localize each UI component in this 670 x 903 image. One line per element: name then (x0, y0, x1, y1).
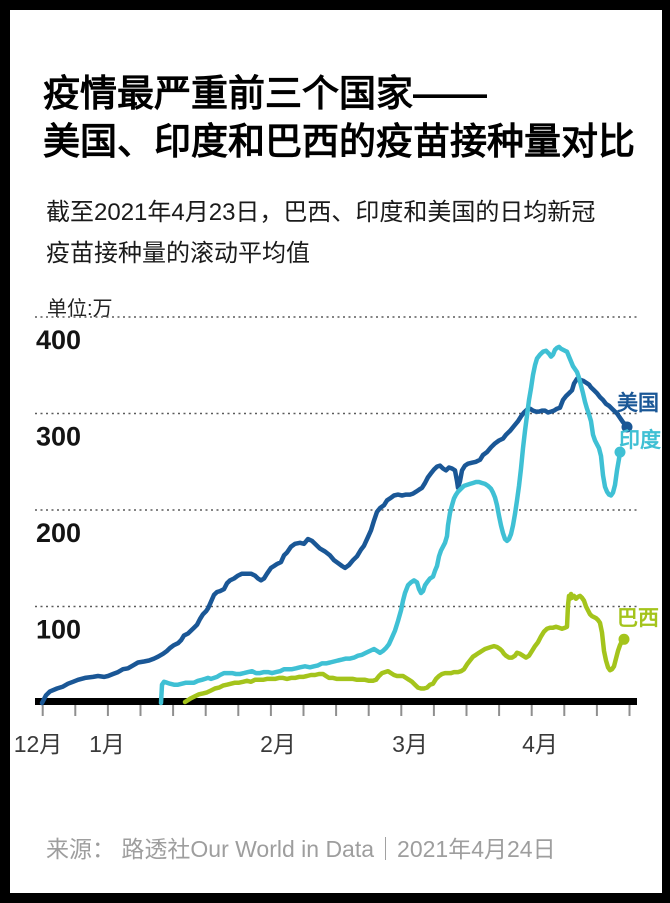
chart-subtitle: 截至2021年4月23日，巴西、印度和美国的日均新冠 疫苗接种量的滚动平均值 (46, 192, 646, 274)
x-axis-label-4月: 4月 (522, 731, 558, 757)
series-label-2: 巴西 (617, 607, 659, 630)
series-label-1: 印度 (619, 428, 661, 452)
title-line-1: 疫情最严重前三个国家—— (43, 73, 487, 114)
x-axis-label-3月: 3月 (392, 731, 428, 757)
y-axis-unit-label: 单位:万 (47, 298, 113, 320)
series-line-1 (158, 344, 623, 706)
y-axis-label-300: 300 (36, 422, 81, 452)
series-end-dot-2 (618, 633, 630, 645)
subtitle-line-2: 疫苗接种量的滚动平均值 (46, 240, 310, 267)
title-line-2: 美国、印度和巴西的疫苗接种量对比 (43, 121, 635, 162)
y-axis-label-200: 200 (36, 518, 81, 548)
x-axis-baseline (35, 698, 637, 705)
y-axis-label-400: 400 (36, 325, 81, 355)
subtitle-line-1: 截至2021年4月23日，巴西、印度和美国的日均新冠 (46, 199, 596, 226)
series-end-dot-0 (621, 421, 633, 433)
page-title: 疫情最严重前三个国家—— 美国、印度和巴西的疫苗接种量对比 (43, 70, 653, 166)
y-axis-label-100: 100 (36, 615, 81, 645)
series-label-0: 美国 (617, 391, 659, 415)
content-frame: 疫情最严重前三个国家—— 美国、印度和巴西的疫苗接种量对比 截至2021年4月2… (10, 10, 662, 893)
x-axis-label-12月: 12月 (14, 731, 63, 757)
series-line-0 (39, 376, 630, 706)
source-attribution: 来源： 路透社Our World in Data｜2021年4月24日 (46, 836, 556, 862)
x-axis-label-1月: 1月 (89, 731, 125, 757)
series-end-dot-1 (614, 446, 626, 458)
series-line-2 (182, 591, 627, 705)
x-axis-label-2月: 2月 (260, 731, 296, 757)
